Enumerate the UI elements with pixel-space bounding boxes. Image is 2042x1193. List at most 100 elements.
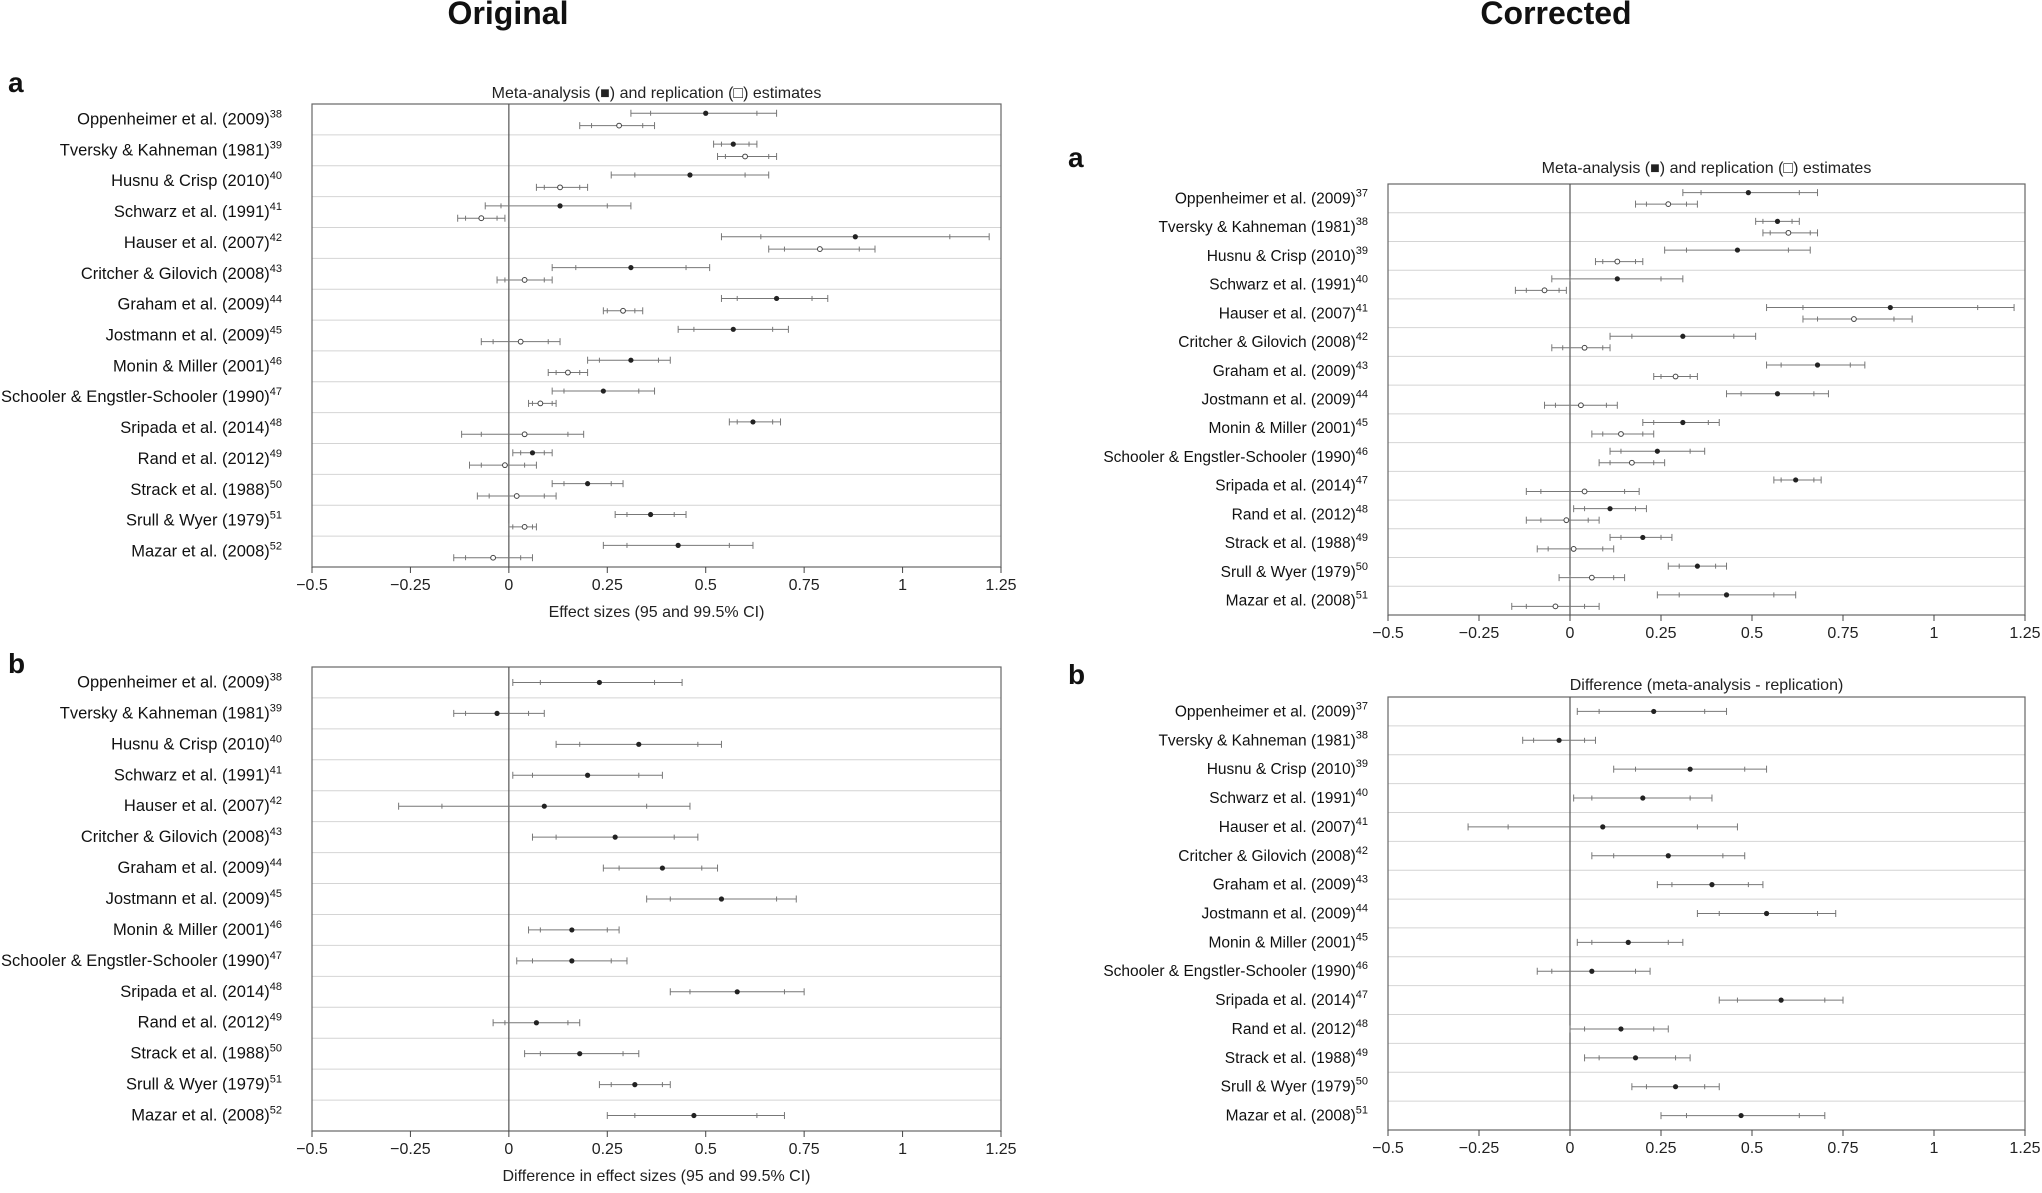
- study-label: Schooler & Engstler-Schooler (1990)46: [1103, 960, 1368, 980]
- study-label: Srull & Wyer (1979)51: [126, 510, 282, 530]
- estimate-point: [687, 172, 693, 178]
- study-name: Mazar et al. (2008): [131, 543, 269, 561]
- replication-point: [816, 246, 823, 252]
- x-tick-label: 0.25: [592, 577, 623, 594]
- estimate-row: [512, 449, 553, 457]
- estimate-point: [1618, 1026, 1624, 1032]
- replication-point: [1672, 373, 1679, 380]
- x-tick-label: 0: [504, 1141, 513, 1158]
- study-reference: 49: [1356, 1047, 1368, 1059]
- study-reference: 41: [270, 201, 282, 213]
- estimate-row: [484, 202, 632, 210]
- study-reference: 38: [1356, 729, 1368, 741]
- estimate-row: [1576, 707, 1728, 715]
- replication-row: [1598, 459, 1666, 467]
- study-label: Tversky & Kahneman (1981)39: [60, 702, 282, 722]
- replication-point: [620, 307, 626, 314]
- header-corrected: Corrected: [1480, 0, 1631, 31]
- study-name: Rand et al. (2012): [138, 450, 270, 468]
- study-name: Graham et al. (2009): [118, 859, 270, 877]
- study-name: Rand et al. (2012): [1232, 506, 1356, 523]
- replication-point: [1851, 316, 1857, 322]
- estimate-point: [1887, 304, 1893, 311]
- x-tick-label: −0.5: [296, 577, 328, 594]
- x-tick-label: 0.5: [695, 1141, 717, 1158]
- estimate-row: [1522, 736, 1596, 744]
- study-reference: 41: [1356, 302, 1368, 314]
- study-reference: 46: [1356, 960, 1368, 972]
- corr-b-panel: b Difference (meta-analysis - replication…: [1068, 659, 2041, 1157]
- replication-point: [1563, 517, 1570, 524]
- study-name: Sripada et al. (2014): [1215, 478, 1355, 495]
- replication-row: [1551, 344, 1611, 352]
- study-reference: 51: [270, 510, 282, 522]
- estimate-point: [734, 989, 740, 995]
- replication-row: [1544, 401, 1618, 409]
- estimate-row: [531, 833, 699, 841]
- replication-row: [1802, 315, 1913, 323]
- estimate-point: [1680, 419, 1686, 426]
- plot-frame: [1387, 183, 2026, 616]
- study-name: Hauser et al. (2007): [1219, 305, 1356, 322]
- study-name: Oppenheimer et al. (2009): [77, 673, 270, 691]
- study-name: Hauser et al. (2007): [124, 797, 270, 815]
- study-label: Schwarz et al. (1991)41: [114, 201, 282, 221]
- study-label: Husnu & Crisp (2010)40: [111, 170, 282, 190]
- study-reference: 42: [1356, 845, 1368, 857]
- estimate-row: [728, 418, 782, 426]
- study-label: Monin & Miller (2001)45: [1208, 417, 1368, 437]
- x-axis-label: Difference in effect sizes (95 and 99.5%…: [502, 1168, 810, 1185]
- estimate-row: [602, 541, 754, 549]
- estimate-row: [492, 1019, 581, 1027]
- x-tick-label: 1: [1930, 625, 1939, 642]
- study-reference: 42: [270, 795, 282, 807]
- study-reference: 50: [270, 479, 282, 491]
- x-tick-label: 1: [1930, 1140, 1939, 1157]
- replication-point: [513, 493, 520, 499]
- study-label: Srull & Wyer (1979)51: [126, 1074, 282, 1094]
- replication-row: [453, 554, 533, 562]
- study-name: Tversky & Kahneman (1981): [1158, 732, 1355, 749]
- x-tick-label: 1.25: [2009, 625, 2040, 642]
- replication-row: [1511, 602, 1600, 610]
- study-name: Sripada et al. (2014): [1215, 992, 1355, 1009]
- study-name: Schwarz et al. (1991): [1209, 277, 1355, 294]
- study-reference: 45: [1356, 931, 1368, 943]
- study-reference: 47: [1356, 475, 1368, 487]
- estimate-point: [750, 419, 756, 425]
- study-reference: 51: [270, 1074, 282, 1086]
- estimate-point: [529, 450, 536, 456]
- replication-point: [490, 554, 497, 561]
- estimate-row: [516, 957, 628, 965]
- estimate-point: [1665, 853, 1671, 859]
- study-name: Jostmann et al. (2009): [1202, 906, 1356, 923]
- study-name: Mazar et al. (2008): [1226, 593, 1356, 610]
- replication-point: [1541, 287, 1548, 294]
- estimate-point: [1651, 708, 1657, 715]
- study-reference: 44: [270, 857, 282, 869]
- study-label: Schwarz et al. (1991)40: [1209, 787, 1368, 807]
- estimate-row: [1656, 881, 1764, 889]
- estimate-point: [1734, 247, 1741, 253]
- estimate-point: [1709, 882, 1715, 888]
- study-reference: 52: [270, 541, 282, 553]
- panel-letter: a: [8, 67, 24, 98]
- estimate-row: [630, 109, 778, 117]
- estimate-row: [1569, 1025, 1669, 1033]
- replication-row: [508, 523, 537, 531]
- study-name: Sripada et al. (2014): [120, 419, 270, 437]
- replication-point: [521, 431, 528, 438]
- estimate-point: [1814, 362, 1821, 368]
- study-reference: 40: [1356, 274, 1368, 286]
- estimate-row: [720, 294, 829, 302]
- replication-point: [478, 215, 485, 222]
- study-label: Graham et al. (2009)44: [118, 857, 283, 877]
- study-label: Hauser et al. (2007)42: [124, 232, 282, 252]
- x-tick-label: 0.25: [1645, 1140, 1676, 1157]
- estimate-point: [1600, 824, 1606, 830]
- replication-row: [1536, 545, 1615, 553]
- estimate-point: [1589, 968, 1595, 974]
- study-name: Critcher & Gilovich (2008): [81, 265, 270, 283]
- study-name: Schooler & Engstler-Schooler (1990): [1103, 449, 1355, 466]
- study-name: Tversky & Kahneman (1981): [60, 704, 270, 722]
